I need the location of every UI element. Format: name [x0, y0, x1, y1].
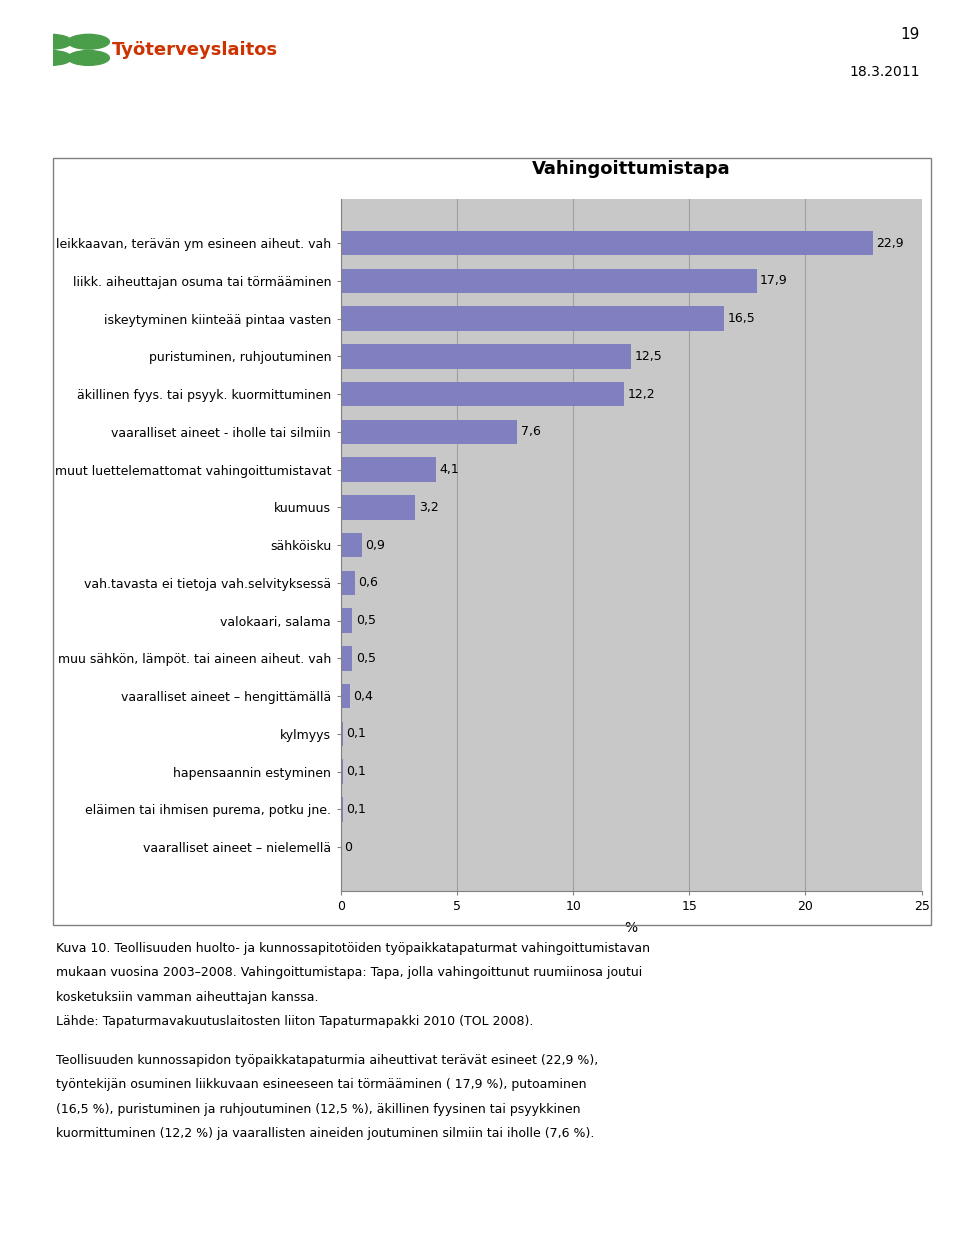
- Text: 0,9: 0,9: [365, 538, 385, 552]
- Text: 0,1: 0,1: [347, 728, 367, 740]
- Circle shape: [67, 51, 109, 65]
- Text: työntekijän osuminen liikkuvaan esineeseen tai törmääminen ( 17,9 %), putoaminen: työntekijän osuminen liikkuvaan esineese…: [56, 1078, 587, 1091]
- Text: 3,2: 3,2: [419, 501, 439, 513]
- Text: Lähde: Tapaturmavakuutuslaitosten liiton Tapaturmapakki 2010 (TOL 2008).: Lähde: Tapaturmavakuutuslaitosten liiton…: [56, 1014, 533, 1028]
- Text: 19: 19: [900, 27, 920, 42]
- Bar: [341, 608, 352, 633]
- Bar: [341, 721, 343, 746]
- Text: 18.3.2011: 18.3.2011: [850, 65, 920, 78]
- Text: kosketuksiin vamman aiheuttajan kanssa.: kosketuksiin vamman aiheuttajan kanssa.: [56, 991, 318, 1003]
- Bar: [341, 420, 517, 444]
- Text: 0,4: 0,4: [353, 689, 373, 703]
- Text: 0,5: 0,5: [356, 652, 376, 665]
- Text: 0,5: 0,5: [356, 614, 376, 627]
- Bar: [341, 495, 415, 520]
- Bar: [341, 307, 724, 331]
- Text: Teollisuuden kunnossapidon työpaikkatapaturmia aiheuttivat terävät esineet (22,9: Teollisuuden kunnossapidon työpaikkatapa…: [56, 1054, 598, 1067]
- Bar: [341, 344, 632, 369]
- Text: 17,9: 17,9: [760, 274, 788, 288]
- Bar: [341, 684, 350, 709]
- Bar: [341, 381, 624, 406]
- Text: 4,1: 4,1: [440, 464, 459, 476]
- X-axis label: %: %: [625, 921, 637, 936]
- Text: Kuva 10. Teollisuuden huolto- ja kunnossapitotöiden työpaikkatapaturmat vahingoi: Kuva 10. Teollisuuden huolto- ja kunnoss…: [56, 942, 650, 954]
- Bar: [341, 647, 352, 670]
- Bar: [341, 533, 362, 557]
- Text: Työterveyslaitos: Työterveyslaitos: [112, 41, 278, 59]
- Bar: [341, 571, 355, 596]
- Bar: [341, 759, 343, 784]
- Text: 0,6: 0,6: [358, 577, 378, 589]
- Text: 12,5: 12,5: [635, 350, 662, 363]
- Text: 0,1: 0,1: [347, 765, 367, 779]
- Circle shape: [67, 35, 109, 49]
- Circle shape: [30, 35, 72, 49]
- Bar: [341, 269, 756, 293]
- Circle shape: [30, 51, 72, 65]
- Title: Vahingoittumistapa: Vahingoittumistapa: [532, 161, 731, 178]
- Bar: [341, 231, 873, 255]
- Text: 0: 0: [345, 841, 352, 854]
- Text: (16,5 %), puristuminen ja ruhjoutuminen (12,5 %), äkillinen fyysinen tai psyykki: (16,5 %), puristuminen ja ruhjoutuminen …: [56, 1103, 580, 1115]
- Text: 16,5: 16,5: [728, 312, 756, 325]
- Text: 22,9: 22,9: [876, 237, 904, 249]
- Text: kuormittuminen (12,2 %) ja vaarallisten aineiden joutuminen silmiin tai iholle (: kuormittuminen (12,2 %) ja vaarallisten …: [56, 1126, 594, 1140]
- Text: 7,6: 7,6: [521, 425, 540, 439]
- Text: 12,2: 12,2: [628, 388, 656, 401]
- Text: 0,1: 0,1: [347, 802, 367, 816]
- Text: mukaan vuosina 2003–2008. Vahingoittumistapa: Tapa, jolla vahingoittunut ruumiin: mukaan vuosina 2003–2008. Vahingoittumis…: [56, 967, 642, 979]
- Bar: [341, 797, 343, 821]
- Bar: [341, 457, 436, 482]
